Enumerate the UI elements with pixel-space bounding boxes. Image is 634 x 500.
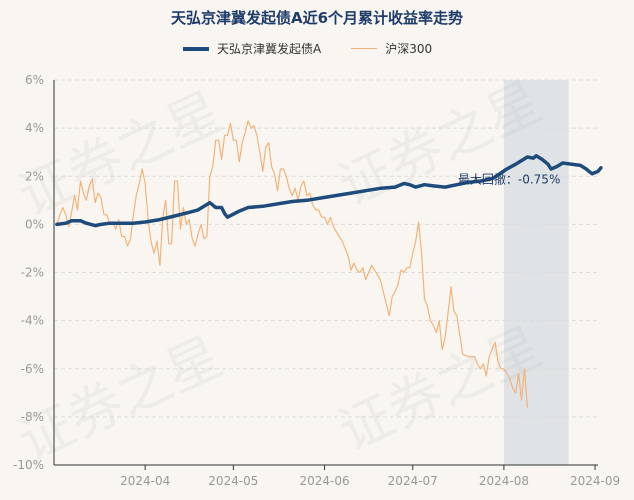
y-tick-label: 6%: [25, 73, 44, 87]
drawdown-band: [503, 80, 569, 465]
x-tick-label: 2024-04: [120, 474, 170, 488]
y-tick-label: -4%: [21, 314, 44, 328]
legend-item-index[interactable]: 沪深300: [351, 40, 432, 57]
y-tick-label: 2%: [25, 169, 44, 183]
y-tick-label: -10%: [13, 458, 44, 472]
x-tick-label: 2024-07: [388, 474, 438, 488]
x-tick-label: 2024-05: [208, 474, 258, 488]
drawdown-label: 最大回撤：-0.75%: [458, 171, 560, 186]
y-tick-label: -6%: [21, 362, 44, 376]
y-tick-label: 4%: [25, 121, 44, 135]
x-tick-label: 2024-08: [479, 474, 529, 488]
legend-swatch-index: [351, 47, 378, 50]
y-tick-label: -8%: [21, 410, 44, 424]
x-tick-label: 2024-09: [570, 474, 620, 488]
chart-title: 天弘京津冀发起债A近6个月累计收益率走势: [170, 9, 464, 27]
legend-swatch-fund: [183, 46, 209, 51]
legend-item-fund[interactable]: 天弘京津冀发起债A: [183, 40, 321, 57]
legend-label-fund: 天弘京津冀发起债A: [217, 42, 322, 56]
y-tick-label: 0%: [25, 217, 44, 231]
legend: 天弘京津冀发起债A 沪深300: [183, 40, 462, 57]
legend-label-index: 沪深300: [385, 42, 433, 56]
y-tick-label: -2%: [21, 266, 44, 280]
series-line-index: [56, 120, 528, 408]
x-tick-label: 2024-06: [299, 474, 349, 488]
series-line-fund: [55, 154, 603, 228]
